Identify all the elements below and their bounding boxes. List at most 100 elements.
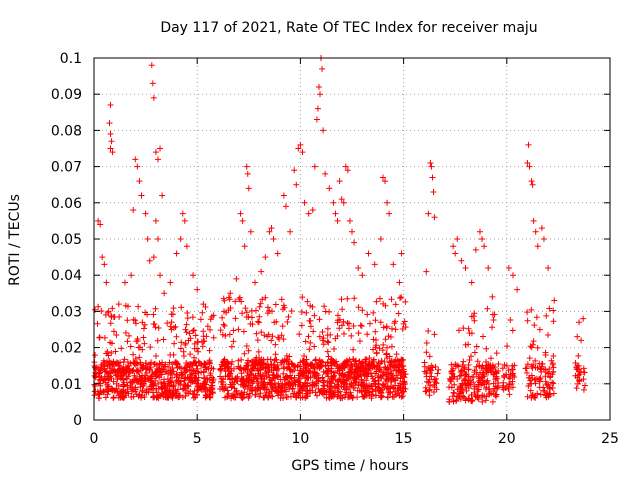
data-point bbox=[161, 376, 168, 383]
data-point bbox=[347, 389, 354, 396]
data-point bbox=[530, 338, 537, 345]
data-point bbox=[491, 364, 498, 371]
data-point bbox=[454, 236, 461, 242]
data-point bbox=[531, 322, 538, 329]
data-point bbox=[124, 359, 131, 366]
data-point bbox=[538, 225, 545, 232]
data-point bbox=[303, 365, 310, 372]
data-point bbox=[320, 379, 327, 386]
data-point bbox=[115, 301, 122, 308]
data-point bbox=[365, 361, 372, 368]
data-point bbox=[377, 236, 384, 242]
data-point bbox=[285, 380, 292, 387]
data-point bbox=[465, 325, 472, 332]
data-point bbox=[392, 326, 399, 333]
data-point bbox=[157, 272, 164, 279]
data-point bbox=[380, 324, 387, 331]
data-point bbox=[178, 369, 185, 376]
data-point bbox=[266, 228, 273, 235]
data-point bbox=[269, 377, 276, 384]
data-point bbox=[364, 383, 371, 390]
data-point bbox=[546, 385, 553, 392]
data-point bbox=[463, 371, 470, 378]
data-point bbox=[227, 290, 234, 297]
data-point bbox=[115, 382, 122, 389]
data-point bbox=[267, 380, 274, 387]
data-point bbox=[480, 371, 487, 378]
data-point bbox=[532, 394, 539, 401]
data-point bbox=[306, 346, 313, 353]
data-point bbox=[184, 315, 191, 322]
data-point bbox=[249, 321, 256, 328]
data-point bbox=[353, 364, 360, 371]
data-point bbox=[253, 387, 260, 394]
data-point bbox=[428, 367, 435, 374]
data-point bbox=[388, 325, 395, 332]
data-point bbox=[217, 386, 224, 393]
data-point bbox=[238, 375, 245, 382]
data-point bbox=[372, 392, 379, 399]
data-point bbox=[260, 383, 267, 390]
data-point bbox=[336, 178, 343, 185]
data-point bbox=[471, 310, 478, 317]
data-point bbox=[545, 370, 552, 377]
data-point bbox=[572, 359, 579, 366]
data-point bbox=[385, 389, 392, 396]
data-point bbox=[170, 351, 177, 358]
data-point bbox=[485, 264, 492, 271]
data-point bbox=[206, 393, 213, 400]
data-point bbox=[355, 304, 362, 311]
data-point bbox=[431, 384, 438, 391]
data-point bbox=[399, 363, 406, 370]
data-point bbox=[202, 384, 209, 391]
data-point bbox=[236, 294, 243, 301]
data-point bbox=[337, 378, 344, 385]
data-point bbox=[282, 381, 289, 388]
data-point bbox=[452, 250, 459, 257]
data-point bbox=[239, 217, 246, 224]
data-point bbox=[534, 344, 541, 351]
data-point bbox=[359, 272, 366, 279]
data-point bbox=[402, 385, 409, 392]
data-point bbox=[316, 333, 323, 340]
data-point bbox=[191, 354, 198, 361]
data-point bbox=[356, 338, 363, 345]
y-tick-label: 0.03 bbox=[51, 304, 82, 320]
data-point bbox=[262, 392, 269, 399]
data-point bbox=[159, 368, 166, 375]
data-point bbox=[124, 317, 131, 324]
data-point bbox=[503, 362, 510, 369]
data-point bbox=[393, 367, 400, 374]
data-point bbox=[248, 314, 255, 321]
data-point bbox=[167, 367, 174, 374]
data-point bbox=[350, 346, 357, 353]
data-point bbox=[133, 376, 140, 383]
data-point bbox=[159, 192, 166, 199]
data-point bbox=[396, 279, 403, 286]
data-point bbox=[386, 210, 393, 217]
data-point bbox=[266, 364, 273, 371]
data-point bbox=[283, 394, 290, 401]
data-point bbox=[366, 354, 373, 361]
data-point bbox=[132, 384, 139, 391]
data-point bbox=[505, 385, 512, 392]
data-point bbox=[136, 354, 143, 361]
data-point bbox=[198, 386, 205, 393]
data-point bbox=[203, 333, 210, 340]
data-point bbox=[227, 381, 234, 388]
data-point bbox=[132, 317, 139, 324]
data-point bbox=[297, 359, 304, 366]
data-point bbox=[103, 279, 110, 286]
data-point bbox=[431, 214, 438, 221]
data-point bbox=[471, 383, 478, 390]
data-point bbox=[126, 332, 133, 339]
data-point bbox=[220, 295, 227, 302]
x-tick-label: 0 bbox=[90, 431, 99, 447]
data-point bbox=[141, 380, 148, 387]
data-point bbox=[232, 298, 239, 305]
data-point bbox=[273, 356, 280, 363]
data-point bbox=[217, 327, 224, 334]
data-point bbox=[300, 372, 307, 379]
data-point bbox=[315, 375, 322, 382]
data-point bbox=[154, 337, 161, 344]
